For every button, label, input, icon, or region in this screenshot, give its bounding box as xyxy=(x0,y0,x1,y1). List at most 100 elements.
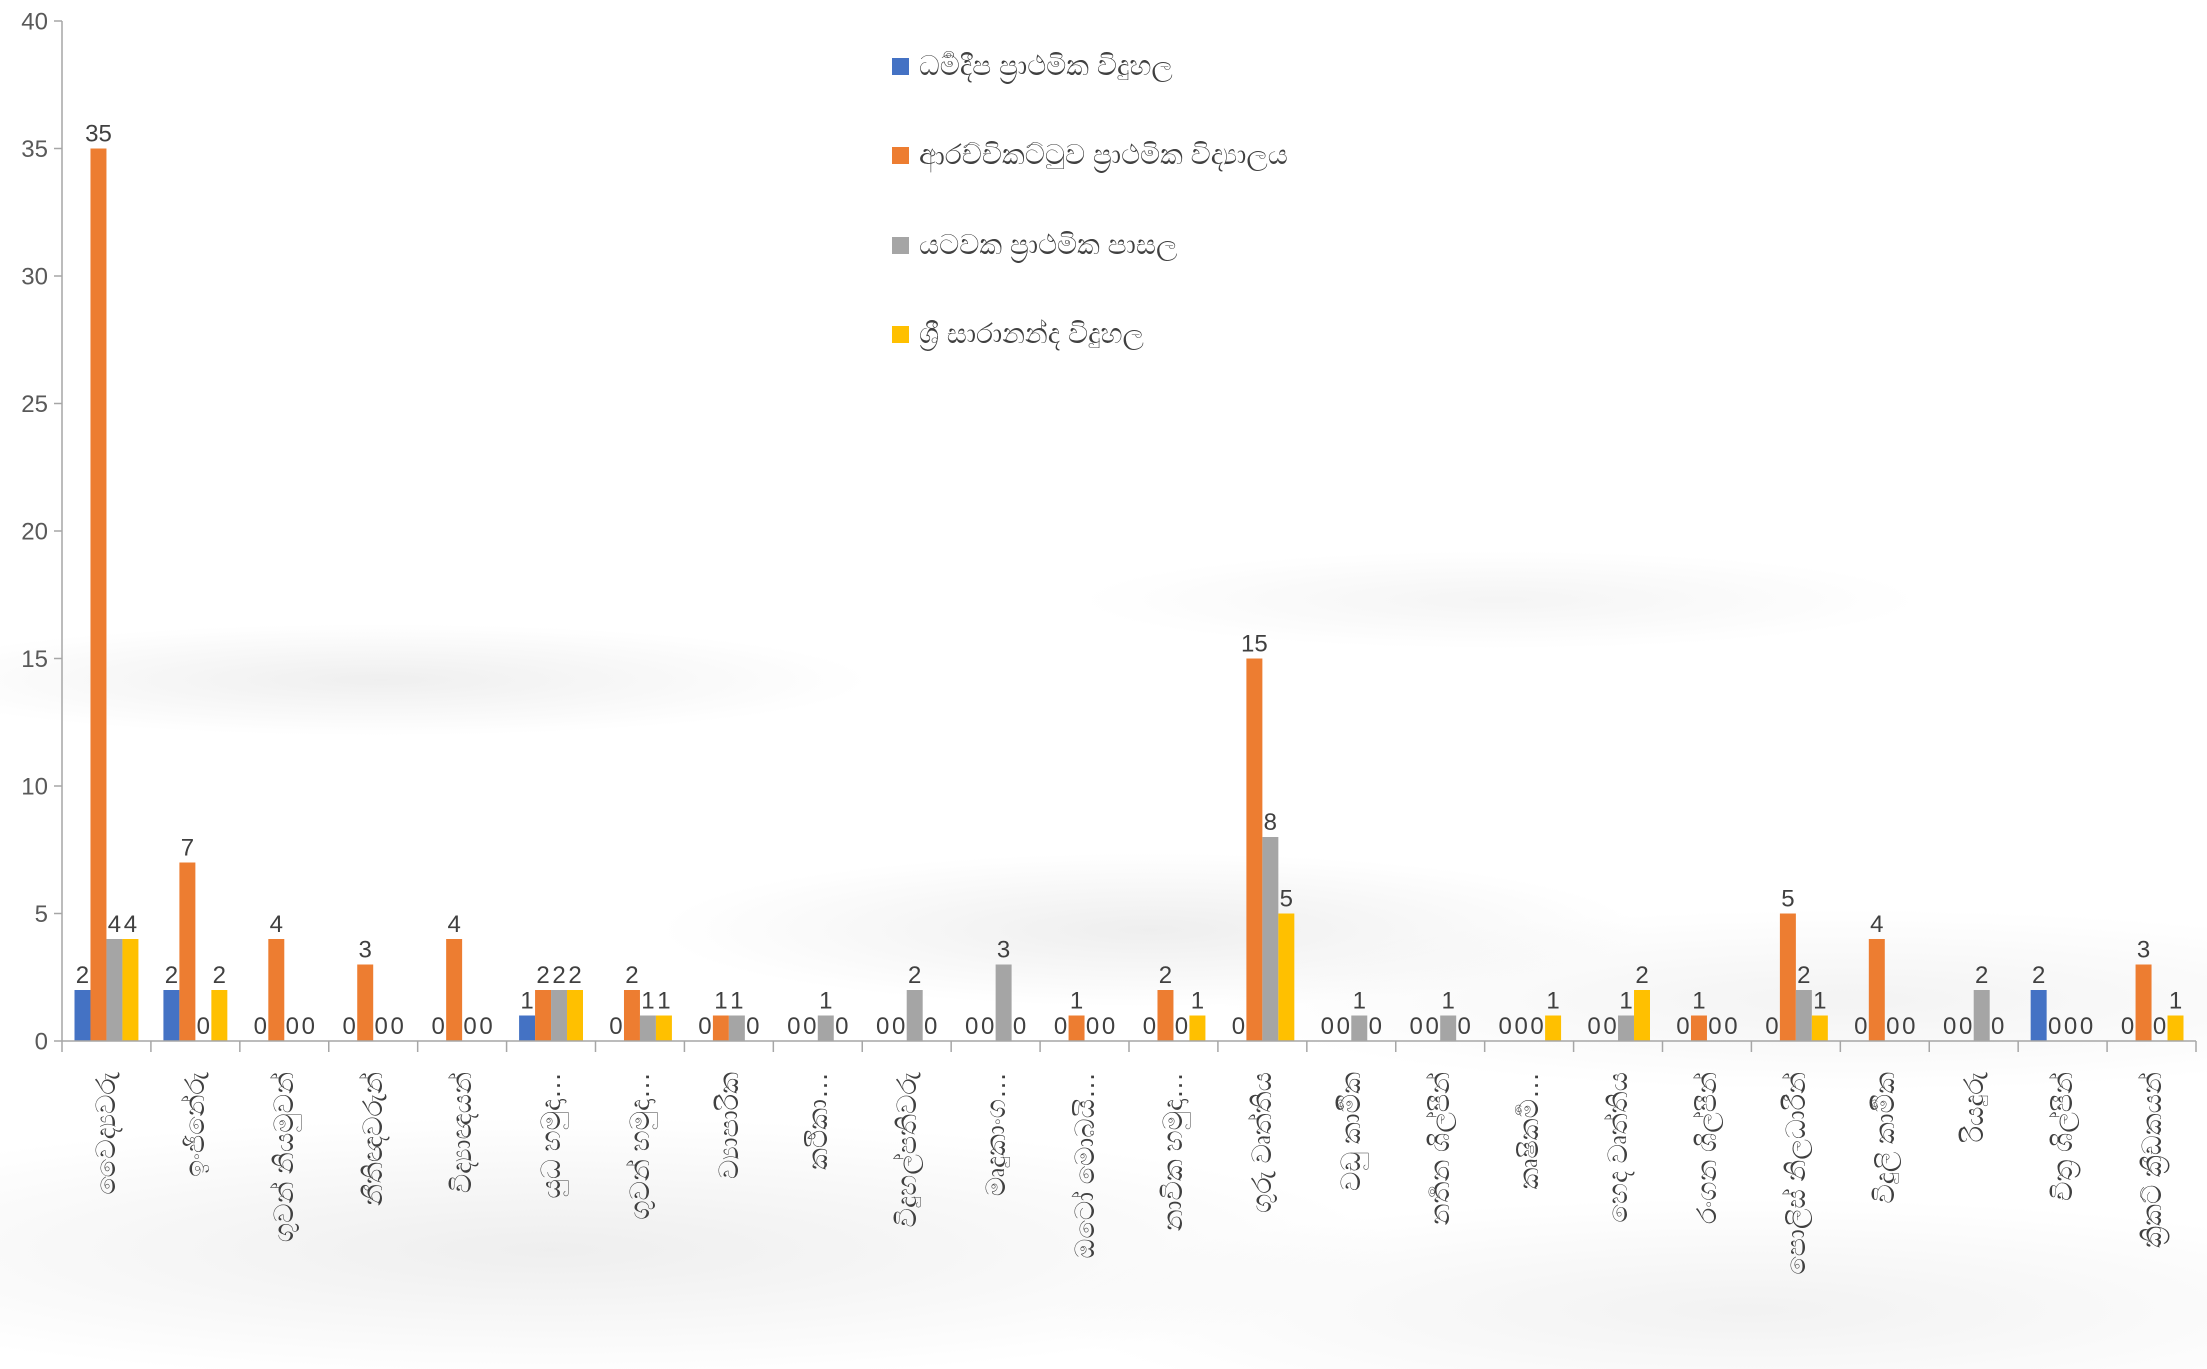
data-label: 4 xyxy=(108,911,121,938)
data-label: 15 xyxy=(1241,631,1268,658)
legend-marker xyxy=(892,325,909,343)
data-label: 0 xyxy=(746,1013,759,1040)
data-label: 1 xyxy=(1546,988,1559,1015)
y-tick-label: 15 xyxy=(21,646,48,673)
bar-series-2 xyxy=(1868,939,1885,1041)
legend-marker xyxy=(892,146,909,164)
data-label: 5 xyxy=(1280,886,1293,913)
legend-item: ආරච්චිකට්ටුව ප්‍රාථමික විද්‍යාලය xyxy=(892,135,1492,175)
data-label: 2 xyxy=(536,962,549,989)
y-tick-label: 20 xyxy=(21,519,48,546)
data-label: 1 xyxy=(520,988,533,1015)
data-label: 1 xyxy=(730,988,743,1015)
data-label: 0 xyxy=(698,1013,711,1040)
bar-series-3 xyxy=(1351,1015,1368,1041)
x-tick-label: නාවික හමුදා… xyxy=(1158,1072,1189,1232)
bar-series-3 xyxy=(817,1015,834,1041)
data-label: 2 xyxy=(1635,962,1648,989)
data-label: 0 xyxy=(390,1013,403,1040)
data-label: 0 xyxy=(803,1013,816,1040)
data-label: 0 xyxy=(835,1013,848,1040)
legend-item: ශ්‍රී සාරානන්ද විදුහල xyxy=(892,314,1492,354)
bar-series-4 xyxy=(211,990,228,1041)
data-label: 0 xyxy=(1886,1013,1899,1040)
bar-series-2 xyxy=(268,939,285,1041)
data-label: 4 xyxy=(124,911,137,938)
y-tick-label: 5 xyxy=(35,901,48,928)
data-label: 0 xyxy=(1321,1013,1334,1040)
data-label: 0 xyxy=(1991,1013,2004,1040)
bar-series-4 xyxy=(2167,1015,2184,1041)
data-label: 2 xyxy=(1797,962,1810,989)
data-label: 2 xyxy=(1975,962,1988,989)
data-label: 4 xyxy=(1870,911,1883,938)
x-tick-label: විදුලි කාර්‍මික xyxy=(1869,1072,1900,1204)
bar-series-3 xyxy=(1973,990,1990,1041)
x-tick-label: ගුවන් නියමුවන් xyxy=(269,1072,300,1243)
x-tick-label: ගුරු වෘත්තිය xyxy=(1247,1072,1278,1213)
data-label: 0 xyxy=(1457,1013,1470,1040)
data-label: 0 xyxy=(302,1013,315,1040)
bar-series-2 xyxy=(90,148,107,1041)
x-tick-label: ඔටෝ මොබයි… xyxy=(1069,1072,1100,1259)
bar-series-2 xyxy=(1246,658,1263,1041)
data-label: 0 xyxy=(965,1013,978,1040)
legend-label: ආරච්චිකට්ටුව ප්‍රාථමික විද්‍යාලය xyxy=(919,139,1288,170)
data-label: 2 xyxy=(625,962,638,989)
data-label: 5 xyxy=(1781,886,1794,913)
data-label: 0 xyxy=(1086,1013,1099,1040)
x-tick-label: පොලිස් නිලධාරීන් xyxy=(1780,1072,1811,1275)
data-label: 0 xyxy=(1410,1013,1423,1040)
y-tick-label: 25 xyxy=(21,391,48,418)
bar-series-3 xyxy=(639,1015,656,1041)
x-tick-label: නර්‍තන ශිල්පීන් xyxy=(1425,1072,1456,1226)
bar-series-2 xyxy=(535,990,552,1041)
legend-marker xyxy=(892,236,909,254)
x-tick-label: මෘදුකාංග… xyxy=(980,1072,1011,1197)
data-label: 0 xyxy=(1175,1013,1188,1040)
x-tick-label: කෘෂිකර්‍ම… xyxy=(1514,1072,1545,1190)
x-tick-label: චිත්‍ර ශිල්පීන් xyxy=(2047,1072,2078,1201)
x-tick-label: ගුවන් හමුදා… xyxy=(624,1072,655,1220)
x-tick-label: රියදුරු xyxy=(1958,1072,1989,1143)
data-label: 0 xyxy=(892,1013,905,1040)
data-label: 2 xyxy=(552,962,565,989)
data-label: 3 xyxy=(359,937,372,964)
data-label: 0 xyxy=(1514,1013,1527,1040)
data-label: 0 xyxy=(2064,1013,2077,1040)
legend-label: යටවක ප්‍රාථමික පාසල xyxy=(919,229,1178,260)
x-tick-label: වඩු කාර්‍මික xyxy=(1336,1072,1367,1192)
bar-series-3 xyxy=(995,964,1012,1041)
x-tick-label: ක්‍රිකට් ක්‍රීඩකයන් xyxy=(2136,1072,2167,1248)
data-label: 1 xyxy=(641,988,654,1015)
y-tick-label: 35 xyxy=(21,136,48,163)
x-tick-label: ව්‍යාපාරික xyxy=(713,1072,744,1180)
data-label: 1 xyxy=(714,988,727,1015)
data-label: 2 xyxy=(2032,962,2045,989)
data-label: 0 xyxy=(1013,1013,1026,1040)
bar-series-3 xyxy=(1795,990,1812,1041)
bar-series-2 xyxy=(1157,990,1174,1041)
data-label: 0 xyxy=(254,1013,267,1040)
data-label: 1 xyxy=(2169,988,2182,1015)
data-label: 0 xyxy=(2080,1013,2093,1040)
bar-series-2 xyxy=(623,990,640,1041)
bar-series-3 xyxy=(1262,837,1279,1041)
bar-series-4 xyxy=(1278,913,1295,1041)
legend: ධර්‍මදීප ප්‍රාථමික විදුහල ආරච්චිකට්ටුව ප… xyxy=(892,40,1492,360)
bar-series-3 xyxy=(106,939,123,1041)
x-tick-label: විදුහල්පතිවරු xyxy=(891,1072,922,1228)
data-label: 1 xyxy=(1692,988,1705,1015)
data-label: 0 xyxy=(463,1013,476,1040)
data-label: 2 xyxy=(568,962,581,989)
data-label: 2 xyxy=(908,962,921,989)
x-tick-label: කථිකා… xyxy=(802,1072,833,1171)
legend-marker xyxy=(892,57,909,75)
x-tick-label: විද්‍යාඥයන් xyxy=(447,1072,478,1194)
data-label: 0 xyxy=(2121,1013,2134,1040)
x-tick-label: යුධ හමුදා… xyxy=(536,1072,567,1199)
data-label: 0 xyxy=(1369,1013,1382,1040)
legend-label: ශ්‍රී සාරානන්ද විදුහල xyxy=(919,318,1144,349)
data-label: 0 xyxy=(924,1013,937,1040)
